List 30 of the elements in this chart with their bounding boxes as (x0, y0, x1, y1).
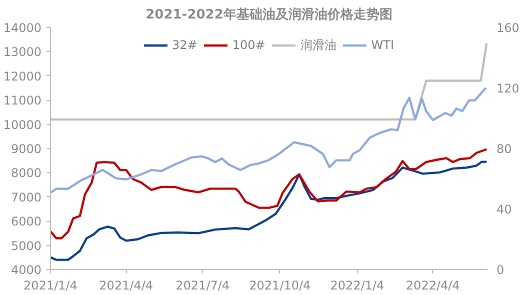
y-tick-label: 11000 (3, 94, 42, 108)
y-tick-label: 10000 (3, 118, 42, 132)
x-tick-label: 2021/10/4 (249, 278, 311, 292)
y-tick-label: 4000 (10, 263, 42, 277)
y-tick-label: 6000 (10, 214, 42, 229)
line-series (50, 160, 488, 261)
y-tick-label: 14000 (3, 21, 42, 35)
legend-label: WTI (371, 38, 394, 52)
y-tick-label: 12000 (3, 69, 42, 84)
x-tick-label: 2022/1/4 (330, 278, 384, 292)
x-tick-label: 2021/1/4 (24, 278, 78, 292)
legend-label: 32# (172, 38, 198, 52)
chart-title: 2021-2022年基础油及润滑油价格走势图 (146, 6, 392, 22)
x-tick-label: 2021/4/4 (99, 278, 154, 292)
y2-tick-label: 120 (496, 82, 520, 96)
y2-tick-label: 160 (496, 21, 520, 35)
y-tick-label: 13000 (3, 45, 42, 60)
line-series (50, 148, 488, 240)
y-tick-label: 5000 (10, 238, 42, 253)
legend-label: 100# (232, 38, 266, 52)
line-series (50, 86, 487, 194)
y2-tick-label: 0 (496, 263, 504, 277)
legend-label: 润滑油 (300, 36, 336, 54)
x-tick-label: 2021/7/4 (176, 278, 230, 292)
y-tick-label: 9000 (10, 142, 42, 156)
y2-tick-label: 80 (496, 142, 512, 156)
y-tick-label: 8000 (10, 166, 42, 180)
y2-tick-label: 40 (496, 202, 512, 216)
y-tick-label: 7000 (10, 190, 42, 204)
x-tick-label: 2022/4/4 (406, 278, 460, 292)
